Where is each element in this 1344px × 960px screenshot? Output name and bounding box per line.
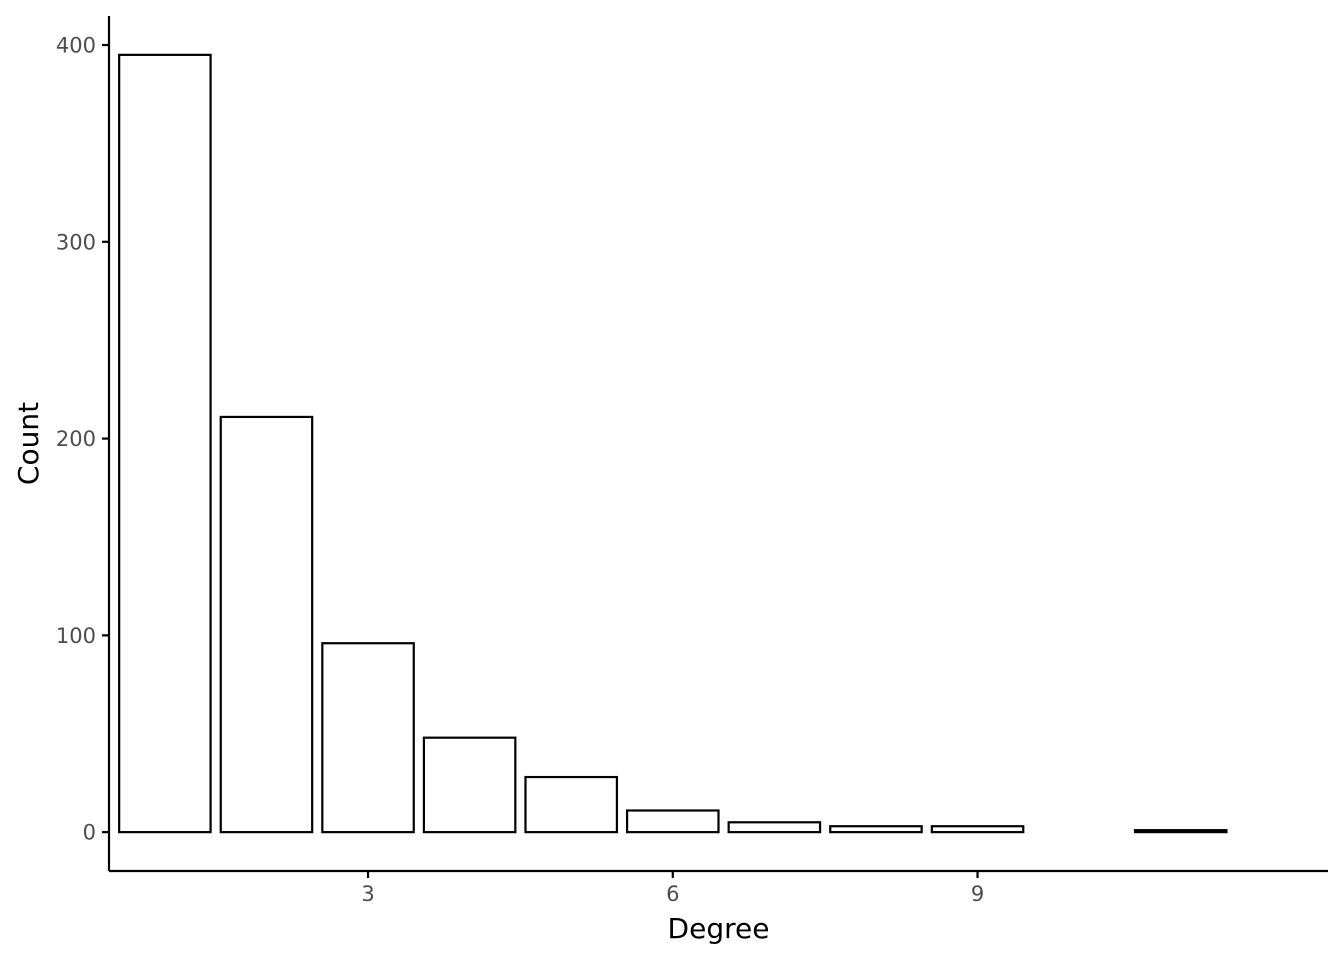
- bar-degree-11: [1133, 829, 1228, 834]
- bar-degree-9: [930, 825, 1025, 834]
- y-tick-label-0: 0: [83, 821, 96, 845]
- y-tick-label-100: 100: [56, 624, 96, 648]
- bar-degree-4: [422, 736, 517, 834]
- y-tick-label-300: 300: [56, 230, 96, 254]
- x-axis-title: Degree: [668, 912, 770, 945]
- x-tick-label-6: 6: [666, 882, 679, 906]
- bar-degree-2: [219, 415, 314, 834]
- y-axis-title: Count: [12, 402, 45, 485]
- bar-degree-5: [524, 775, 619, 834]
- x-axis-ticks: 3 6 9: [361, 871, 984, 906]
- y-tick-label-200: 200: [56, 427, 96, 451]
- x-tick-label-9: 9: [971, 882, 984, 906]
- bar-degree-8: [829, 825, 923, 834]
- x-tick-label-3: 3: [361, 882, 374, 906]
- y-axis-ticks: 0 100 200 300 400: [56, 34, 109, 845]
- bar-degree-7: [727, 821, 822, 834]
- y-tick-label-400: 400: [56, 34, 96, 58]
- bar-degree-6: [625, 809, 720, 834]
- bar-degree-3: [321, 642, 415, 834]
- bars-group: [118, 53, 1228, 834]
- bar-degree-1: [118, 53, 212, 834]
